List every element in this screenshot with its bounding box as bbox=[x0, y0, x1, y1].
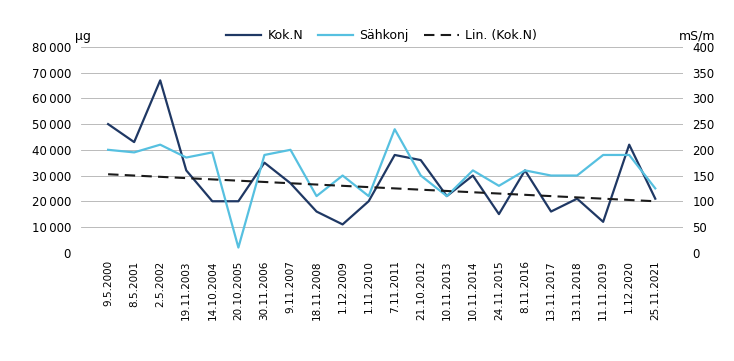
Sähkonj bbox=[416, 173, 425, 178]
Lin. (Kok.N) bbox=[625, 198, 633, 202]
Lin. (Kok.N) bbox=[573, 195, 581, 200]
Lin. (Kok.N) bbox=[156, 175, 164, 179]
Lin. (Kok.N) bbox=[103, 172, 112, 177]
Kok.N bbox=[182, 168, 191, 173]
Lin. (Kok.N) bbox=[234, 179, 243, 183]
Sähkonj bbox=[156, 143, 164, 147]
Sähkonj bbox=[495, 184, 504, 188]
Sähkonj bbox=[390, 127, 399, 131]
Kok.N bbox=[260, 161, 269, 165]
Sähkonj bbox=[130, 150, 139, 155]
Kok.N bbox=[312, 209, 321, 214]
Kok.N bbox=[443, 194, 451, 198]
Kok.N bbox=[234, 199, 243, 204]
Sähkonj bbox=[651, 186, 660, 191]
Lin. (Kok.N) bbox=[286, 181, 295, 186]
Sähkonj bbox=[599, 153, 608, 157]
Kok.N bbox=[338, 222, 347, 227]
Legend: Kok.N, Sähkonj, Lin. (Kok.N): Kok.N, Sähkonj, Lin. (Kok.N) bbox=[222, 25, 542, 47]
Lin. (Kok.N) bbox=[182, 176, 191, 180]
Lin. (Kok.N) bbox=[520, 193, 529, 197]
Text: μg: μg bbox=[75, 30, 90, 43]
Lin. (Kok.N) bbox=[130, 173, 139, 178]
Sähkonj bbox=[468, 168, 477, 173]
Sähkonj bbox=[520, 168, 529, 173]
Sähkonj bbox=[286, 148, 295, 152]
Kok.N bbox=[651, 196, 660, 201]
Kok.N bbox=[495, 212, 504, 216]
Lin. (Kok.N) bbox=[416, 187, 425, 192]
Lin. (Kok.N) bbox=[468, 190, 477, 195]
Sähkonj bbox=[443, 194, 451, 198]
Lin. (Kok.N) bbox=[547, 194, 556, 198]
Sähkonj bbox=[573, 173, 581, 178]
Kok.N bbox=[364, 199, 373, 204]
Kok.N bbox=[156, 78, 164, 83]
Kok.N bbox=[520, 168, 529, 173]
Lin. (Kok.N) bbox=[443, 189, 451, 193]
Sähkonj bbox=[338, 173, 347, 178]
Kok.N bbox=[468, 173, 477, 178]
Sähkonj bbox=[182, 155, 191, 160]
Lin. (Kok.N) bbox=[364, 185, 373, 189]
Sähkonj bbox=[103, 148, 112, 152]
Lin. (Kok.N) bbox=[390, 186, 399, 191]
Kok.N bbox=[286, 181, 295, 186]
Lin. (Kok.N) bbox=[495, 191, 504, 196]
Sähkonj bbox=[364, 194, 373, 198]
Line: Sähkonj: Sähkonj bbox=[108, 129, 655, 248]
Kok.N bbox=[547, 209, 556, 214]
Lin. (Kok.N) bbox=[338, 184, 347, 188]
Kok.N bbox=[390, 153, 399, 157]
Kok.N bbox=[625, 143, 633, 147]
Kok.N bbox=[103, 122, 112, 126]
Sähkonj bbox=[547, 173, 556, 178]
Lin. (Kok.N) bbox=[208, 177, 217, 182]
Kok.N bbox=[416, 158, 425, 162]
Sähkonj bbox=[260, 153, 269, 157]
Sähkonj bbox=[625, 153, 633, 157]
Text: mS/m: mS/m bbox=[679, 30, 716, 43]
Sähkonj bbox=[208, 150, 217, 155]
Kok.N bbox=[599, 219, 608, 224]
Kok.N bbox=[208, 199, 217, 204]
Lin. (Kok.N) bbox=[599, 196, 608, 201]
Kok.N bbox=[130, 140, 139, 144]
Line: Lin. (Kok.N): Lin. (Kok.N) bbox=[108, 174, 655, 201]
Sähkonj bbox=[234, 245, 243, 250]
Lin. (Kok.N) bbox=[312, 182, 321, 187]
Lin. (Kok.N) bbox=[651, 199, 660, 204]
Lin. (Kok.N) bbox=[260, 180, 269, 184]
Kok.N bbox=[573, 196, 581, 201]
Line: Kok.N: Kok.N bbox=[108, 81, 655, 225]
Sähkonj bbox=[312, 194, 321, 198]
